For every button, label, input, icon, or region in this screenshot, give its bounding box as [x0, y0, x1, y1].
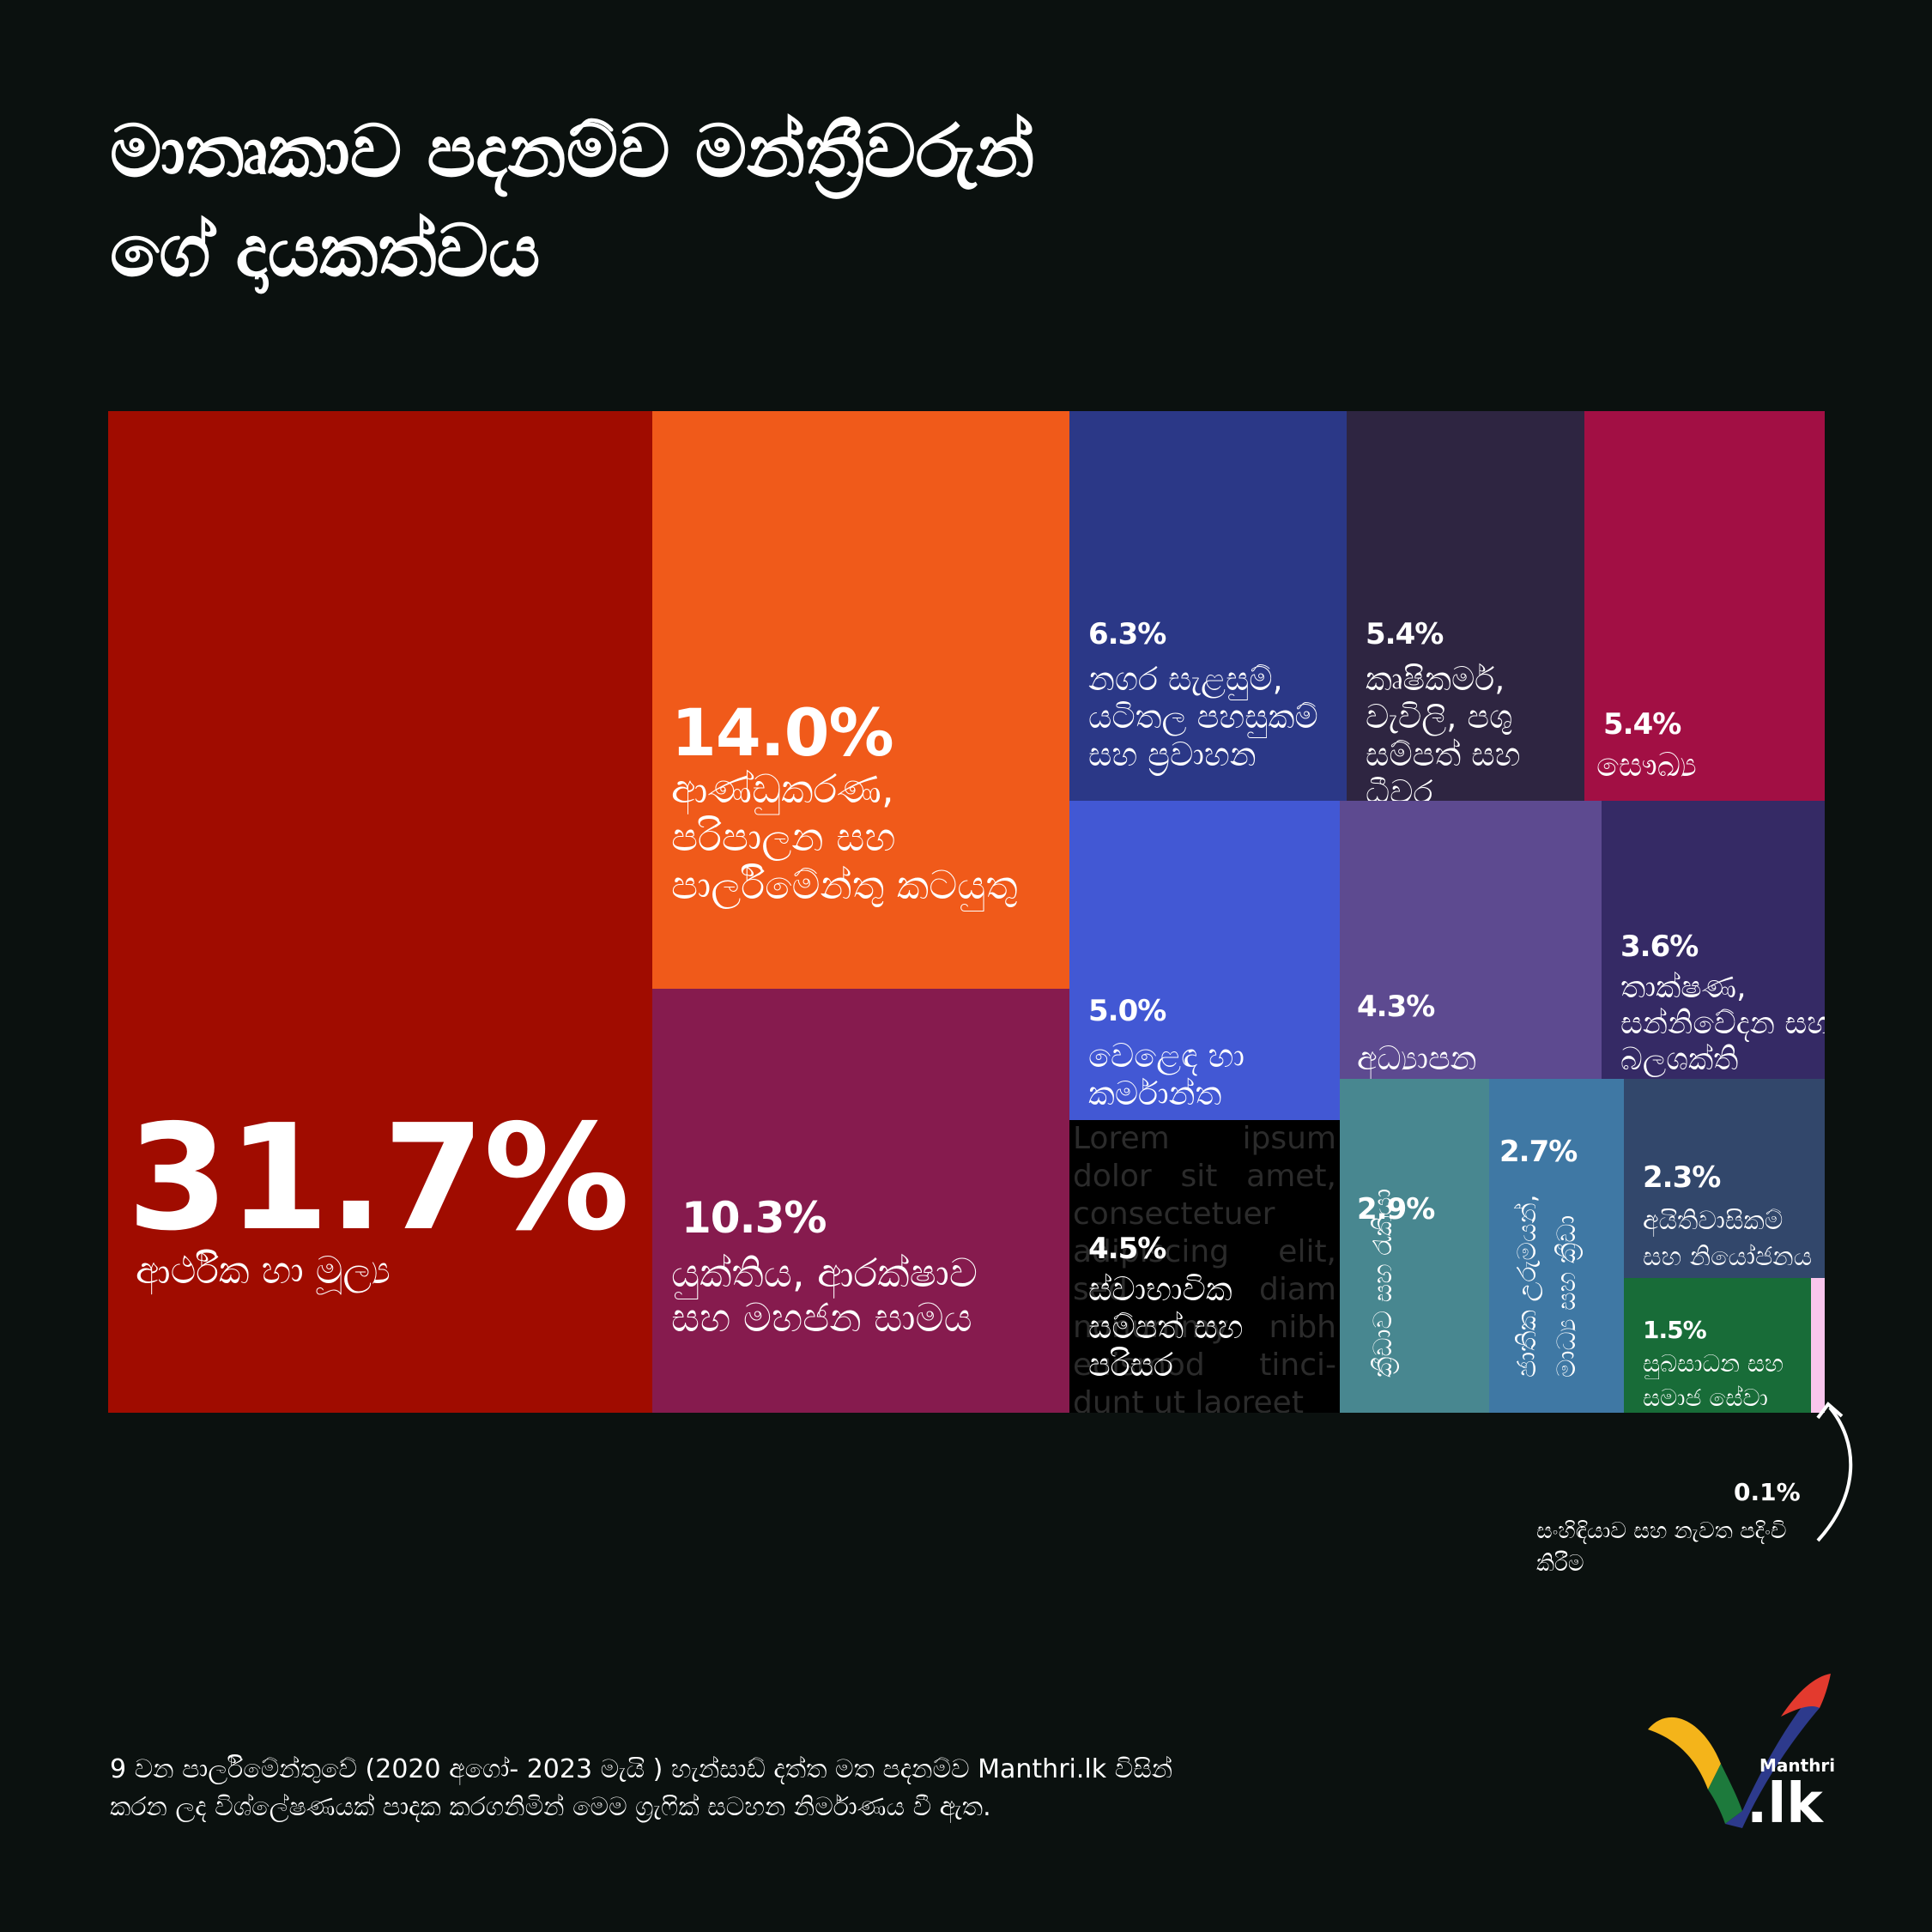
- callout-arrow-curve: [1816, 1406, 1853, 1542]
- treemap-tile-percent: 5.0%: [1088, 994, 1166, 1028]
- title-line-1: මාතෘකාව පදනම්ව මන්ත්‍රීවරුන්: [110, 109, 1035, 193]
- treemap-tile: 2.9% ක්‍රීඩාව සහ රැකියා: [1340, 1079, 1489, 1413]
- title-line-2: ගේ දායකත්වය: [110, 209, 541, 293]
- footer-line-1: 9 වන පාර්ලිමේන්තුවේ (2020 අගෝ- 2023 මැයි…: [110, 1754, 1173, 1784]
- placeholder-filler-text: Lorem ipsum dolor sit amet, consectetuer…: [1073, 1121, 1336, 1413]
- logo-brand: Manthri: [1759, 1755, 1836, 1776]
- footer-line-2: කරන ලද විශ්ලේෂණයක් පාදක කරගනිමින් මෙම ග්…: [110, 1792, 991, 1822]
- treemap-tile: 10.3% යුක්තිය, ආරක්ෂාව සහ මහජන සාමය: [652, 989, 1069, 1413]
- treemap-tile-label: සෞඛ්‍ය: [1596, 746, 1697, 784]
- treemap-tile: 5.4% කෘෂිකර්ම, වැවිලි, පශු සම්පත් සහ ධීවර: [1347, 411, 1584, 801]
- treemap-tile: 1.5% සුබසාධන සහ සමාජ සේවා: [1624, 1278, 1811, 1413]
- treemap-tile-percent: 4.3%: [1357, 990, 1435, 1024]
- treemap-tile-label: සුබසාධන සහ සමාජ සේවා: [1643, 1349, 1784, 1412]
- callout-arrow-head: [1816, 1402, 1844, 1420]
- treemap-tile: 31.7% ආර්ථික හා මූල්‍ය: [108, 411, 652, 1413]
- treemap-tile-label: ස්වාභාවික සම්පත් සහ පරිසර: [1088, 1270, 1244, 1384]
- callout-label: සංහිඳියාව සහ නැවත පදිංචි කිරීම: [1536, 1518, 1787, 1577]
- treemap-tile-percent: 5.4%: [1603, 707, 1681, 742]
- treemap-tile-percent: 2.3%: [1643, 1160, 1721, 1195]
- logo-blue-stroke: [1725, 1695, 1820, 1828]
- treemap-tile: [1811, 1278, 1825, 1413]
- manthri-logo-icon: [1648, 1674, 1831, 1828]
- treemap-tile: 6.3% නගර සැළසුම්, යටිතල පහසුකම් සහ ප්‍රවා…: [1069, 411, 1347, 801]
- footer-note: 9 වන පාර්ලිමේන්තුවේ (2020 අගෝ- 2023 මැයි…: [110, 1751, 1449, 1826]
- treemap-tile: 2.7% ජාතික උරුමයන්, මාධ්‍ය සහ ක්‍රීඩා: [1489, 1079, 1624, 1413]
- treemap-tile-percent: 5.4%: [1366, 617, 1444, 651]
- treemap-tile: 4.3% අධ්‍යාපන: [1340, 801, 1602, 1079]
- treemap-tile-percent: 6.3%: [1088, 617, 1166, 651]
- treemap-tile-label: අයිතිවාසිකම් සහ නියෝජනය: [1643, 1206, 1813, 1272]
- callout-percent: 0.1%: [1734, 1478, 1801, 1506]
- treemap-tile-label: ආණ්ඩුකරණ, පරිපාලන සහ පාර්ලිමේන්තු කටයුතු: [671, 766, 1018, 908]
- treemap-tile: Lorem ipsum dolor sit amet, consectetuer…: [1069, 1120, 1340, 1413]
- treemap-tile-percent: 4.5%: [1088, 1232, 1166, 1266]
- treemap-tile-percent: 2.9%: [1357, 1192, 1435, 1226]
- treemap-tile-percent: 3.6%: [1620, 930, 1699, 964]
- logo-suffix: .lk: [1747, 1772, 1823, 1836]
- treemap-tile: 3.6% තාක්ෂණ, සන්නිවේදන සහ බලශක්ති: [1602, 801, 1825, 1079]
- logo-red-stroke: [1781, 1674, 1831, 1717]
- treemap-tile-percent: 14.0%: [671, 694, 894, 771]
- treemap-tile-label: කෘෂිකර්ම, වැවිලි, පශු සම්පත් සහ ධීවර: [1366, 660, 1521, 801]
- treemap-tile: 5.0% වෙළෙඳ හා කර්මාන්ත: [1069, 801, 1340, 1120]
- treemap-tile-label: තාක්ෂණ, සන්නිවේදන සහ බලශක්ති: [1620, 970, 1825, 1077]
- treemap-tile-percent: 10.3%: [681, 1193, 827, 1243]
- treemap-tile-label: යුක්තිය, ආරක්ෂාව සහ මහජන සාමය: [671, 1250, 978, 1341]
- treemap-tile: 5.4% සෞඛ්‍ය: [1584, 411, 1825, 801]
- treemap-tile-percent: 31.7%: [127, 1093, 630, 1263]
- treemap-tile-label: වෙළෙඳ හා කර්මාන්ත: [1088, 1037, 1245, 1112]
- logo-yellow-stroke: [1648, 1717, 1721, 1790]
- treemap-tile-label: අධ්‍යාපන: [1357, 1039, 1477, 1077]
- logo-green-stroke: [1708, 1764, 1742, 1824]
- treemap-tile-percent: 2.7%: [1499, 1135, 1578, 1169]
- treemap-tile-percent: 1.5%: [1643, 1316, 1707, 1344]
- treemap-tile-label: නගර සැළසුම්, යටිතල පහසුකම් සහ ප්‍රවාහන: [1088, 660, 1318, 773]
- treemap-tile: 14.0% ආණ්ඩුකරණ, පරිපාලන සහ පාර්ලිමේන්තු ක…: [652, 411, 1069, 989]
- page-title: මාතෘකාව පදනම්ව මන්ත්‍රීවරුන් ගේ දායකත්වය: [110, 101, 1569, 300]
- treemap-tile: 2.3% අයිතිවාසිකම් සහ නියෝජනය: [1624, 1079, 1825, 1278]
- treemap-tile-label: ආර්ථික හා මූල්‍ය: [136, 1249, 391, 1293]
